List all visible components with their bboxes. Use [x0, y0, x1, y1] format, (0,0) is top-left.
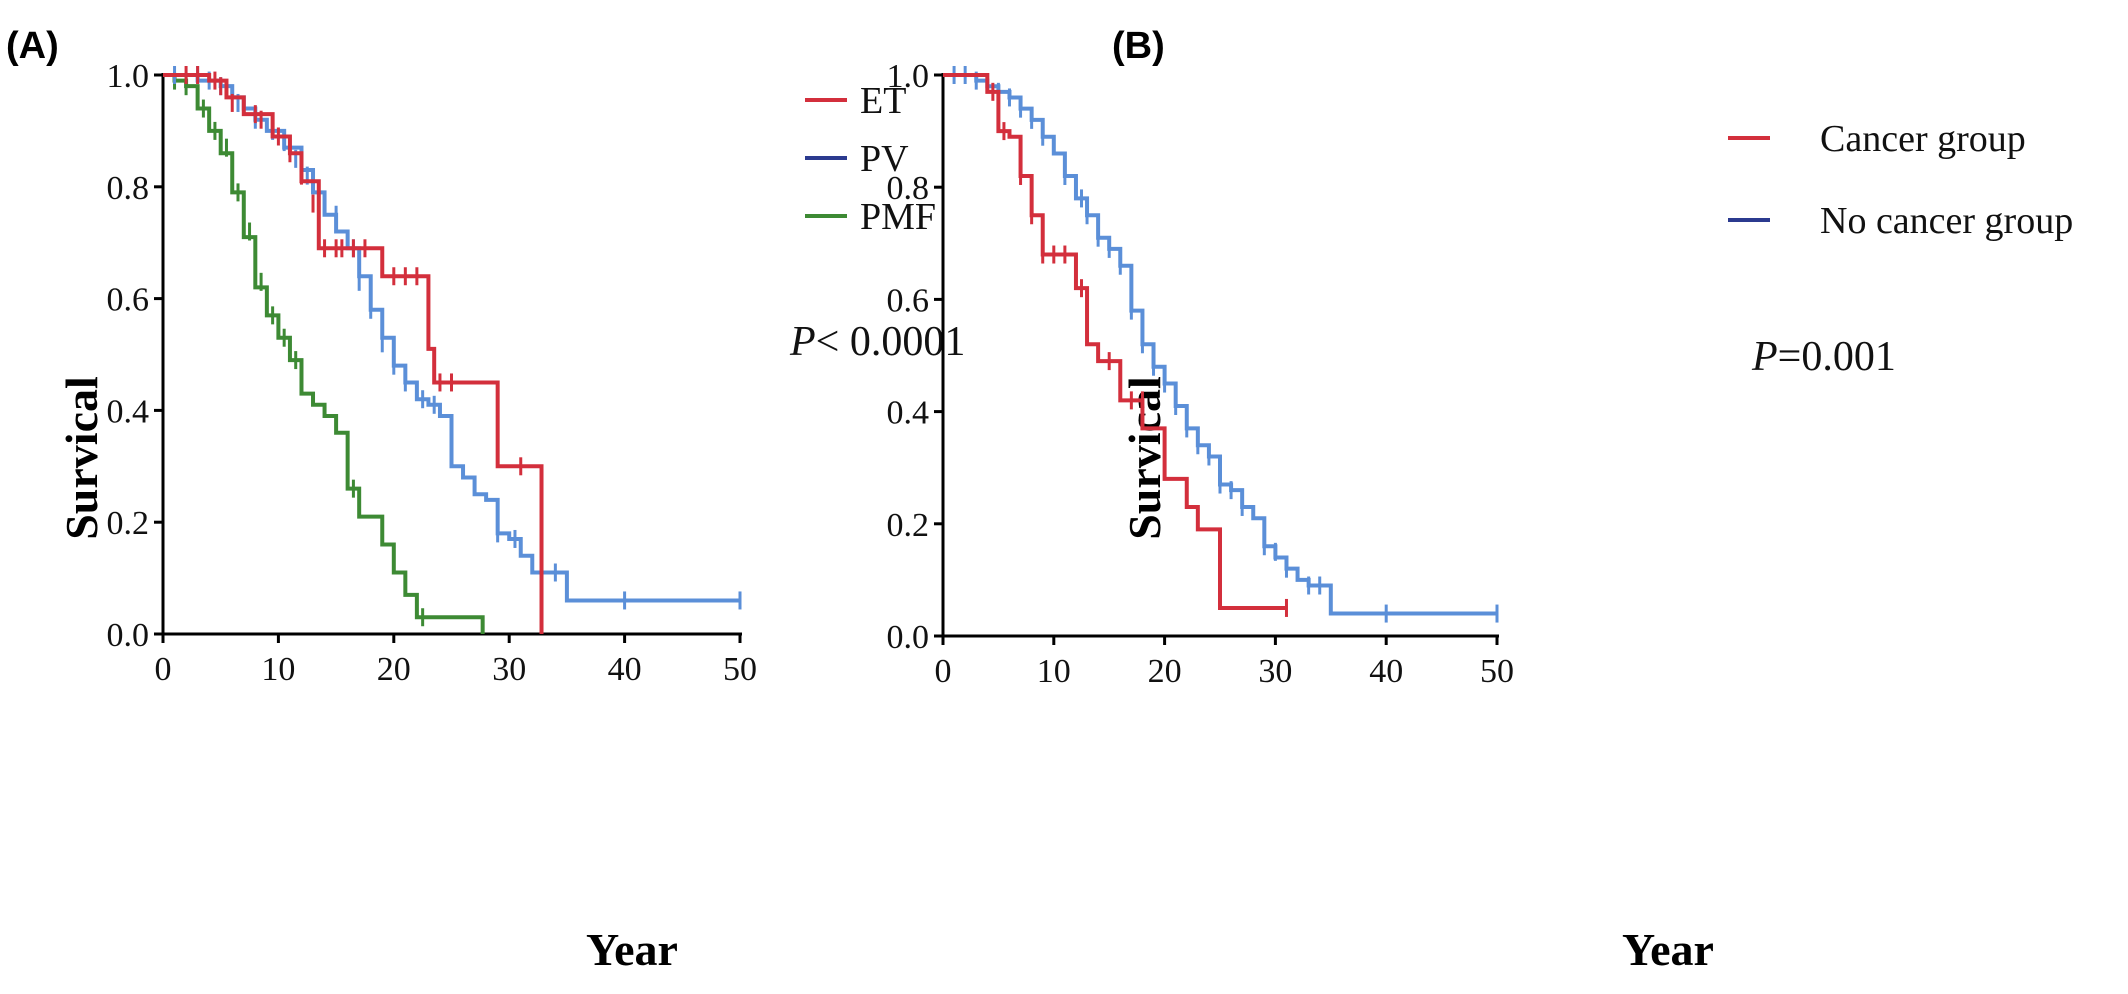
panel-a-legend-label-pmf: PMF: [860, 196, 936, 238]
panel-b-x-tick-label: 20: [1148, 653, 1182, 690]
panel-a-series-pv-line: [163, 73, 740, 603]
panel-a-p-rest: < 0.0001: [816, 319, 966, 365]
panel-b-p-value: P=0.001: [1751, 334, 1896, 380]
panel-b-y-tick-label: 0.0: [887, 619, 930, 656]
panel-b-x-tick-label: 40: [1369, 653, 1403, 690]
panel-a-y-axis-title: Survical: [56, 376, 107, 540]
panel-b-x-tick-label: 10: [1037, 653, 1071, 690]
panel-b-series-cancer-group-line: [943, 73, 1287, 610]
panel-a-y-tick-label: 0.2: [107, 505, 150, 542]
panel-b-x-axis-title: Year: [1622, 924, 1714, 975]
panel-a-x-tick-label: 40: [608, 651, 642, 688]
panel-a-y-tick-label: 0.6: [107, 282, 150, 319]
panel-a-y-tick-label: 0.8: [107, 170, 150, 207]
panel-b-p-rest: =0.001: [1778, 334, 1896, 380]
panel-b-x-tick-label: 0: [935, 653, 952, 690]
panel-a-p-value: P< 0.0001: [789, 319, 965, 365]
panel-a-legend-label-pv: PV: [860, 138, 909, 180]
panel-a-x-tick-label: 20: [377, 651, 411, 688]
panel-a-x-tick-label: 50: [723, 651, 757, 688]
panel-b-y-tick-label: 0.2: [887, 507, 930, 544]
panel-a-series-et-line: [163, 73, 544, 634]
panel-a-label: (A): [6, 25, 59, 67]
panel-b-y-tick-label: 0.8: [887, 170, 930, 207]
panel-a-x-tick-label: 10: [261, 651, 295, 688]
panel-a-x-axis-title: Year: [586, 924, 678, 975]
panel-a-series-pmf-line: [163, 73, 485, 634]
panel-b-legend-label-cancer-group: Cancer group: [1820, 118, 2026, 160]
panel-b-y-tick-label: 0.6: [887, 282, 930, 319]
panel-a-y-tick-label: 1.0: [107, 58, 150, 95]
panel-a-legend-label-et: ET: [860, 80, 906, 122]
panel-b-y-tick-label: 1.0: [887, 58, 930, 95]
panel-a-y-tick-label: 0.0: [107, 617, 150, 654]
panel-b-label: (B): [1112, 25, 1165, 67]
panel-a-y-tick-label: 0.4: [107, 393, 150, 430]
panel-b-y-tick-label: 0.4: [887, 395, 930, 432]
panel-b-legend-label-no-cancer-group: No cancer group: [1820, 200, 2073, 242]
panel-a-p-symbol: P: [789, 319, 816, 365]
panel-a-x-tick-label: 0: [155, 651, 172, 688]
panel-b-x-tick-label: 50: [1480, 653, 1514, 690]
panel-b-p-symbol: P: [1751, 334, 1778, 380]
panel-a: (A) Survical Year P< 0.0001 0 10 20 30 40 50 0…: [6, 25, 965, 975]
panel-b: (B) Survical Year P=0.001 0 10 20 30 40 50 0.0…: [887, 25, 2074, 975]
panel-b-y-axis-title: Survical: [1119, 376, 1170, 540]
panel-b-x-tick-label: 30: [1258, 653, 1292, 690]
panel-a-x-tick-label: 30: [492, 651, 526, 688]
panel-b-series-no-cancer-group-line: [943, 73, 1497, 616]
